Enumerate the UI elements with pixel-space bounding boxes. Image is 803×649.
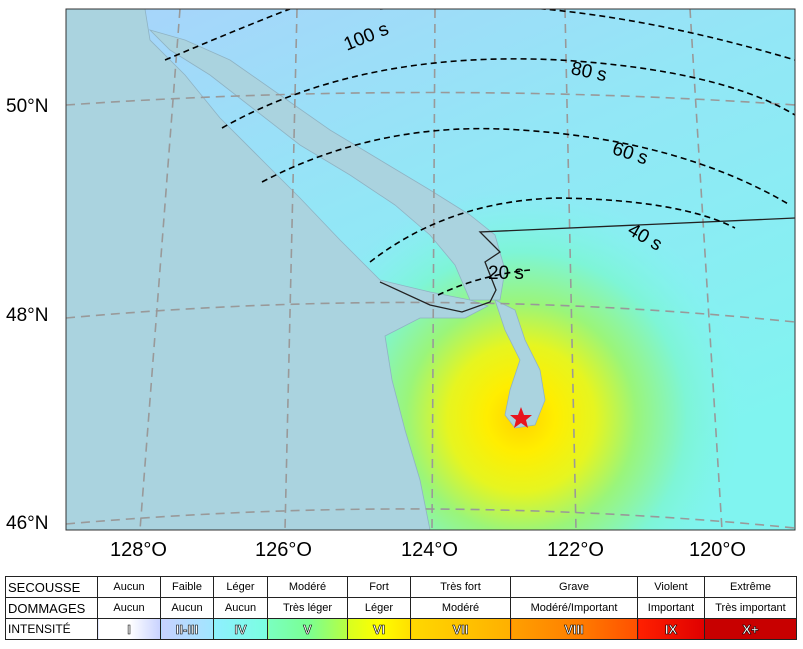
legend-cell: Fort xyxy=(347,576,411,598)
row-header: DOMMAGES xyxy=(5,597,98,619)
lon-label: 120°O xyxy=(689,539,746,561)
lon-label: 122°O xyxy=(547,539,604,561)
legend-cell: Modéré/Important xyxy=(510,597,638,619)
dommages-row: DOMMAGES Aucun Aucun Aucun Très léger Lé… xyxy=(5,597,797,619)
legend-cell: Faible xyxy=(160,576,214,598)
arrival-contours xyxy=(164,9,795,296)
strait-of-georgia xyxy=(148,29,506,301)
legend-cell: Aucun xyxy=(97,576,161,598)
legend-cell: Aucun xyxy=(97,597,161,619)
contour-label: 20 s xyxy=(488,263,524,284)
intensite-row: INTENSITÉ I II-III IV V VI VII VIII IX X… xyxy=(5,618,797,640)
contour-40s xyxy=(369,197,736,263)
legend-cell: Modéré xyxy=(267,576,348,598)
lon-label: 124°O xyxy=(401,539,458,561)
intensity-legend: SECOUSSE Aucun Faible Léger Modéré Fort … xyxy=(5,576,797,640)
lat-label: 46°N xyxy=(6,513,49,534)
contour-20s xyxy=(437,269,531,296)
border-line xyxy=(379,217,795,313)
legend-cell: Grave xyxy=(510,576,638,598)
contour-100s xyxy=(164,9,795,61)
secousse-row: SECOUSSE Aucun Faible Léger Modéré Fort … xyxy=(5,576,797,598)
row-header: INTENSITÉ xyxy=(5,618,98,640)
legend-cell: Très fort xyxy=(410,576,511,598)
contour-60s xyxy=(261,127,791,206)
legend-cell: Aucun xyxy=(213,597,268,619)
intensity-swatch: IX xyxy=(637,618,705,640)
intensity-swatch: VIII xyxy=(510,618,638,640)
legend-cell: Léger xyxy=(347,597,411,619)
intensity-swatch: II-III xyxy=(160,618,214,640)
row-header: SECOUSSE xyxy=(5,576,98,598)
legend-cell: Léger xyxy=(213,576,268,598)
lat-label: 50°N xyxy=(6,96,49,117)
lat-label: 48°N xyxy=(6,305,49,326)
legend-cell: Très important xyxy=(704,597,797,619)
intensity-swatch: VII xyxy=(410,618,511,640)
legend-cell: Violent xyxy=(637,576,705,598)
legend-cell: Très léger xyxy=(267,597,348,619)
intensity-swatch: V xyxy=(267,618,348,640)
star-icon xyxy=(510,407,532,428)
legend-cell: Extrême xyxy=(704,576,797,598)
shake-map: 100 s 80 s 60 s 40 s 20 s xyxy=(65,8,796,531)
puget-sound xyxy=(494,299,546,429)
intensity-swatch: X+ xyxy=(704,618,797,640)
legend-cell: Modéré xyxy=(410,597,511,619)
graticule xyxy=(66,9,795,530)
intensity-swatch: VI xyxy=(347,618,411,640)
contour-80s xyxy=(221,58,795,129)
lon-label: 128°O xyxy=(110,539,167,561)
lon-label: 126°O xyxy=(255,539,312,561)
intensity-swatch: I xyxy=(97,618,161,640)
legend-cell: Aucun xyxy=(160,597,214,619)
intensity-swatch: IV xyxy=(213,618,268,640)
legend-cell: Important xyxy=(637,597,705,619)
